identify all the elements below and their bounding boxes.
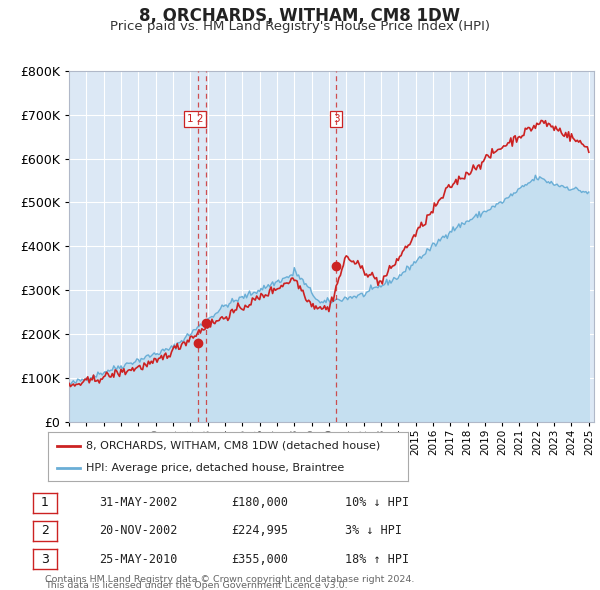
Text: This data is licensed under the Open Government Licence v3.0.: This data is licensed under the Open Gov… — [45, 581, 347, 590]
Text: 2: 2 — [41, 525, 49, 537]
Text: 1 2: 1 2 — [187, 114, 203, 124]
Text: 3% ↓ HPI: 3% ↓ HPI — [345, 525, 402, 537]
Text: £180,000: £180,000 — [231, 496, 288, 509]
Text: 8, ORCHARDS, WITHAM, CM8 1DW (detached house): 8, ORCHARDS, WITHAM, CM8 1DW (detached h… — [86, 441, 380, 451]
Text: 20-NOV-2002: 20-NOV-2002 — [99, 525, 178, 537]
Text: HPI: Average price, detached house, Braintree: HPI: Average price, detached house, Brai… — [86, 463, 344, 473]
Text: £224,995: £224,995 — [231, 525, 288, 537]
Text: 3: 3 — [333, 114, 340, 124]
Text: £355,000: £355,000 — [231, 553, 288, 566]
Text: Contains HM Land Registry data © Crown copyright and database right 2024.: Contains HM Land Registry data © Crown c… — [45, 575, 415, 584]
Text: 1: 1 — [41, 496, 49, 509]
Text: 25-MAY-2010: 25-MAY-2010 — [99, 553, 178, 566]
Text: 18% ↑ HPI: 18% ↑ HPI — [345, 553, 409, 566]
Text: 3: 3 — [41, 553, 49, 566]
Text: Price paid vs. HM Land Registry's House Price Index (HPI): Price paid vs. HM Land Registry's House … — [110, 20, 490, 33]
Text: 31-MAY-2002: 31-MAY-2002 — [99, 496, 178, 509]
Text: 10% ↓ HPI: 10% ↓ HPI — [345, 496, 409, 509]
Text: 8, ORCHARDS, WITHAM, CM8 1DW: 8, ORCHARDS, WITHAM, CM8 1DW — [139, 7, 461, 25]
